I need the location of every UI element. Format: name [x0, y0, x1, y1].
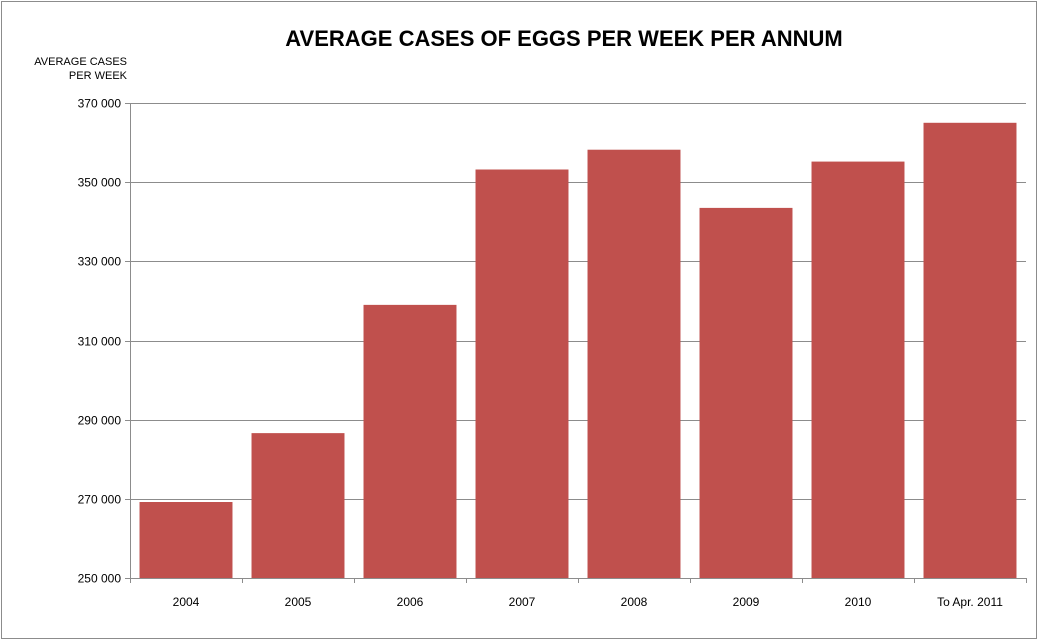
bar-2009 [699, 207, 793, 579]
x-tick-label: 2007 [509, 595, 536, 609]
bar-2007 [475, 169, 569, 578]
x-axis-ticks: 2004 2005 2006 2007 2008 2009 2010 To Apr. 2011 [173, 595, 1004, 609]
x-tick-label: 2004 [173, 595, 200, 609]
y-tick-label: 270 000 [78, 493, 122, 507]
x-tick-label: 2010 [845, 595, 872, 609]
x-tick-label: 2006 [397, 595, 424, 609]
y-tick-label: 290 000 [78, 414, 122, 428]
y-tick-label: 310 000 [78, 335, 122, 349]
y-axis-label-line-2: PER WEEK [69, 70, 128, 82]
x-tick-label: 2005 [285, 595, 312, 609]
axes [125, 103, 1027, 583]
bar-2006 [363, 304, 457, 578]
y-axis-label-line-1: AVERAGE CASES [34, 56, 127, 68]
bar-2005 [251, 433, 345, 578]
x-tick-label: 2008 [621, 595, 648, 609]
x-tick-label: To Apr. 2011 [937, 595, 1003, 609]
bars [139, 122, 1017, 579]
bar-2004 [139, 502, 233, 578]
bar-2008 [587, 149, 681, 579]
y-tick-label: 350 000 [78, 176, 122, 190]
bar-to-apr-2011 [923, 122, 1017, 579]
y-tick-label: 330 000 [78, 255, 122, 269]
x-tick-label: 2009 [733, 595, 760, 609]
y-tick-label: 370 000 [78, 97, 122, 111]
bar-2010 [811, 161, 905, 579]
y-axis-ticks: 250 000 270 000 290 000 310 000 330 000 350 0… [78, 97, 122, 586]
chart-title: AVERAGE CASES OF EGGS PER WEEK PER ANNUM [285, 26, 842, 51]
y-tick-label: 250 000 [78, 572, 122, 586]
